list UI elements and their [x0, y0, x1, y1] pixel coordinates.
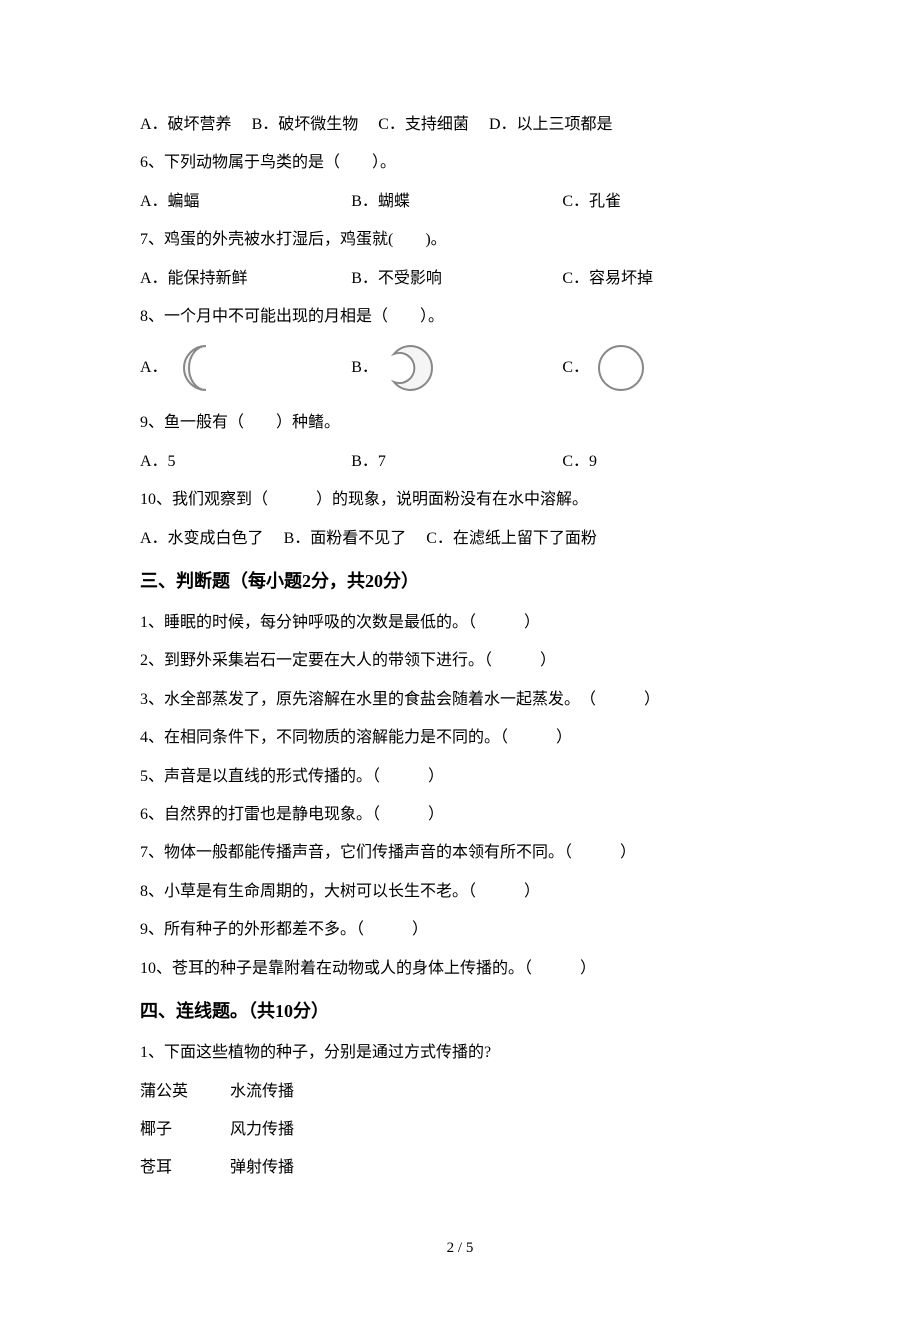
- section3-heading: 三、判断题（每小题2分，共20分）: [140, 564, 780, 598]
- q6-options: A．蝙蝠 B．蝴蝶 C．孔雀: [140, 187, 780, 217]
- q7-opt-b: B．不受影响: [351, 264, 562, 294]
- q6-opt-a: A．蝙蝠: [140, 187, 351, 217]
- section4-row-2-right: 风力传播: [230, 1115, 294, 1145]
- q6-stem: 6、下列动物属于鸟类的是（ ）。: [140, 148, 780, 178]
- section3-item-2: 2、到野外采集岩石一定要在大人的带领下进行。（ ）: [140, 646, 780, 676]
- section4-row-1-right: 水流传播: [230, 1077, 294, 1107]
- q10-options: A．水变成白色了 B．面粉看不见了 C．在滤纸上留下了面粉: [140, 524, 780, 554]
- q6-opt-b: B．蝴蝶: [351, 187, 562, 217]
- q5-opt-d: D．以上三项都是: [489, 110, 613, 140]
- q8-stem: 8、一个月中不可能出现的月相是（ ）。: [140, 302, 780, 332]
- q8-options: A． B． C．: [140, 340, 780, 396]
- q8-opt-a-label: A．: [140, 353, 168, 383]
- page-footer: 2 / 5: [140, 1234, 780, 1263]
- full-moon-icon: [593, 340, 649, 396]
- q10-opt-a: A．水变成白色了: [140, 524, 264, 554]
- q10-opt-b: B．面粉看不见了: [284, 524, 407, 554]
- q8-opt-c: C．: [562, 340, 773, 396]
- section3-item-10: 10、苍耳的种子是靠附着在动物或人的身体上传播的。（ ）: [140, 954, 780, 984]
- crescent-moon-left-icon: [172, 340, 228, 396]
- q7-opt-a: A．能保持新鲜: [140, 264, 351, 294]
- section3-item-3: 3、水全部蒸发了，原先溶解在水里的食盐会随着水一起蒸发。 （ ）: [140, 685, 780, 715]
- section4-row-2: 椰子 风力传播: [140, 1115, 780, 1145]
- q5-opt-b: B．破坏微生物: [252, 110, 359, 140]
- section3-item-9: 9、所有种子的外形都差不多。（ ）: [140, 915, 780, 945]
- section4-row-3-left: 苍耳: [140, 1153, 230, 1183]
- section4-row-1-left: 蒲公英: [140, 1077, 230, 1107]
- q8-opt-c-label: C．: [562, 353, 589, 383]
- section4-row-1: 蒲公英 水流传播: [140, 1077, 780, 1107]
- section3-item-5: 5、声音是以直线的形式传播的。（ ）: [140, 762, 780, 792]
- section4-row-2-left: 椰子: [140, 1115, 230, 1145]
- q9-opt-c: C．9: [562, 447, 773, 477]
- section4-row-3-right: 弹射传播: [230, 1153, 294, 1183]
- section3-item-7: 7、物体一般都能传播声音，它们传播声音的本领有所不同。（ ）: [140, 838, 780, 868]
- q8-opt-b: B．: [351, 340, 562, 396]
- section4-stem: 1、下面这些植物的种子，分别是通过方式传播的?: [140, 1038, 780, 1068]
- q9-options: A．5 B．7 C．9: [140, 447, 780, 477]
- q9-opt-a: A．5: [140, 447, 351, 477]
- crescent-moon-inward-icon: [382, 340, 438, 396]
- q7-stem: 7、鸡蛋的外壳被水打湿后，鸡蛋就( )。: [140, 225, 780, 255]
- section3-item-8: 8、小草是有生命周期的，大树可以长生不老。（ ）: [140, 877, 780, 907]
- section3-item-4: 4、在相同条件下，不同物质的溶解能力是不同的。（ ）: [140, 723, 780, 753]
- q10-opt-c: C．在滤纸上留下了面粉: [426, 524, 597, 554]
- q8-opt-a: A．: [140, 340, 351, 396]
- section3-item-1: 1、睡眠的时候，每分钟呼吸的次数是最低的。（ ）: [140, 608, 780, 638]
- q5-opt-a: A．破坏营养: [140, 110, 232, 140]
- q6-opt-c: C．孔雀: [562, 187, 773, 217]
- q5-options: A．破坏营养 B．破坏微生物 C．支持细菌 D．以上三项都是: [140, 110, 780, 140]
- q10-stem: 10、我们观察到（ ）的现象，说明面粉没有在水中溶解。: [140, 485, 780, 515]
- q7-opt-c: C．容易坏掉: [562, 264, 773, 294]
- q8-opt-b-label: B．: [351, 353, 378, 383]
- q9-opt-b: B．7: [351, 447, 562, 477]
- q9-stem: 9、鱼一般有（ ）种鳍。: [140, 408, 780, 438]
- section4-row-3: 苍耳 弹射传播: [140, 1153, 780, 1183]
- section3-item-6: 6、自然界的打雷也是静电现象。（ ）: [140, 800, 780, 830]
- q5-opt-c: C．支持细菌: [378, 110, 469, 140]
- section4-heading: 四、连线题。（共10分）: [140, 994, 780, 1028]
- q7-options: A．能保持新鲜 B．不受影响 C．容易坏掉: [140, 264, 780, 294]
